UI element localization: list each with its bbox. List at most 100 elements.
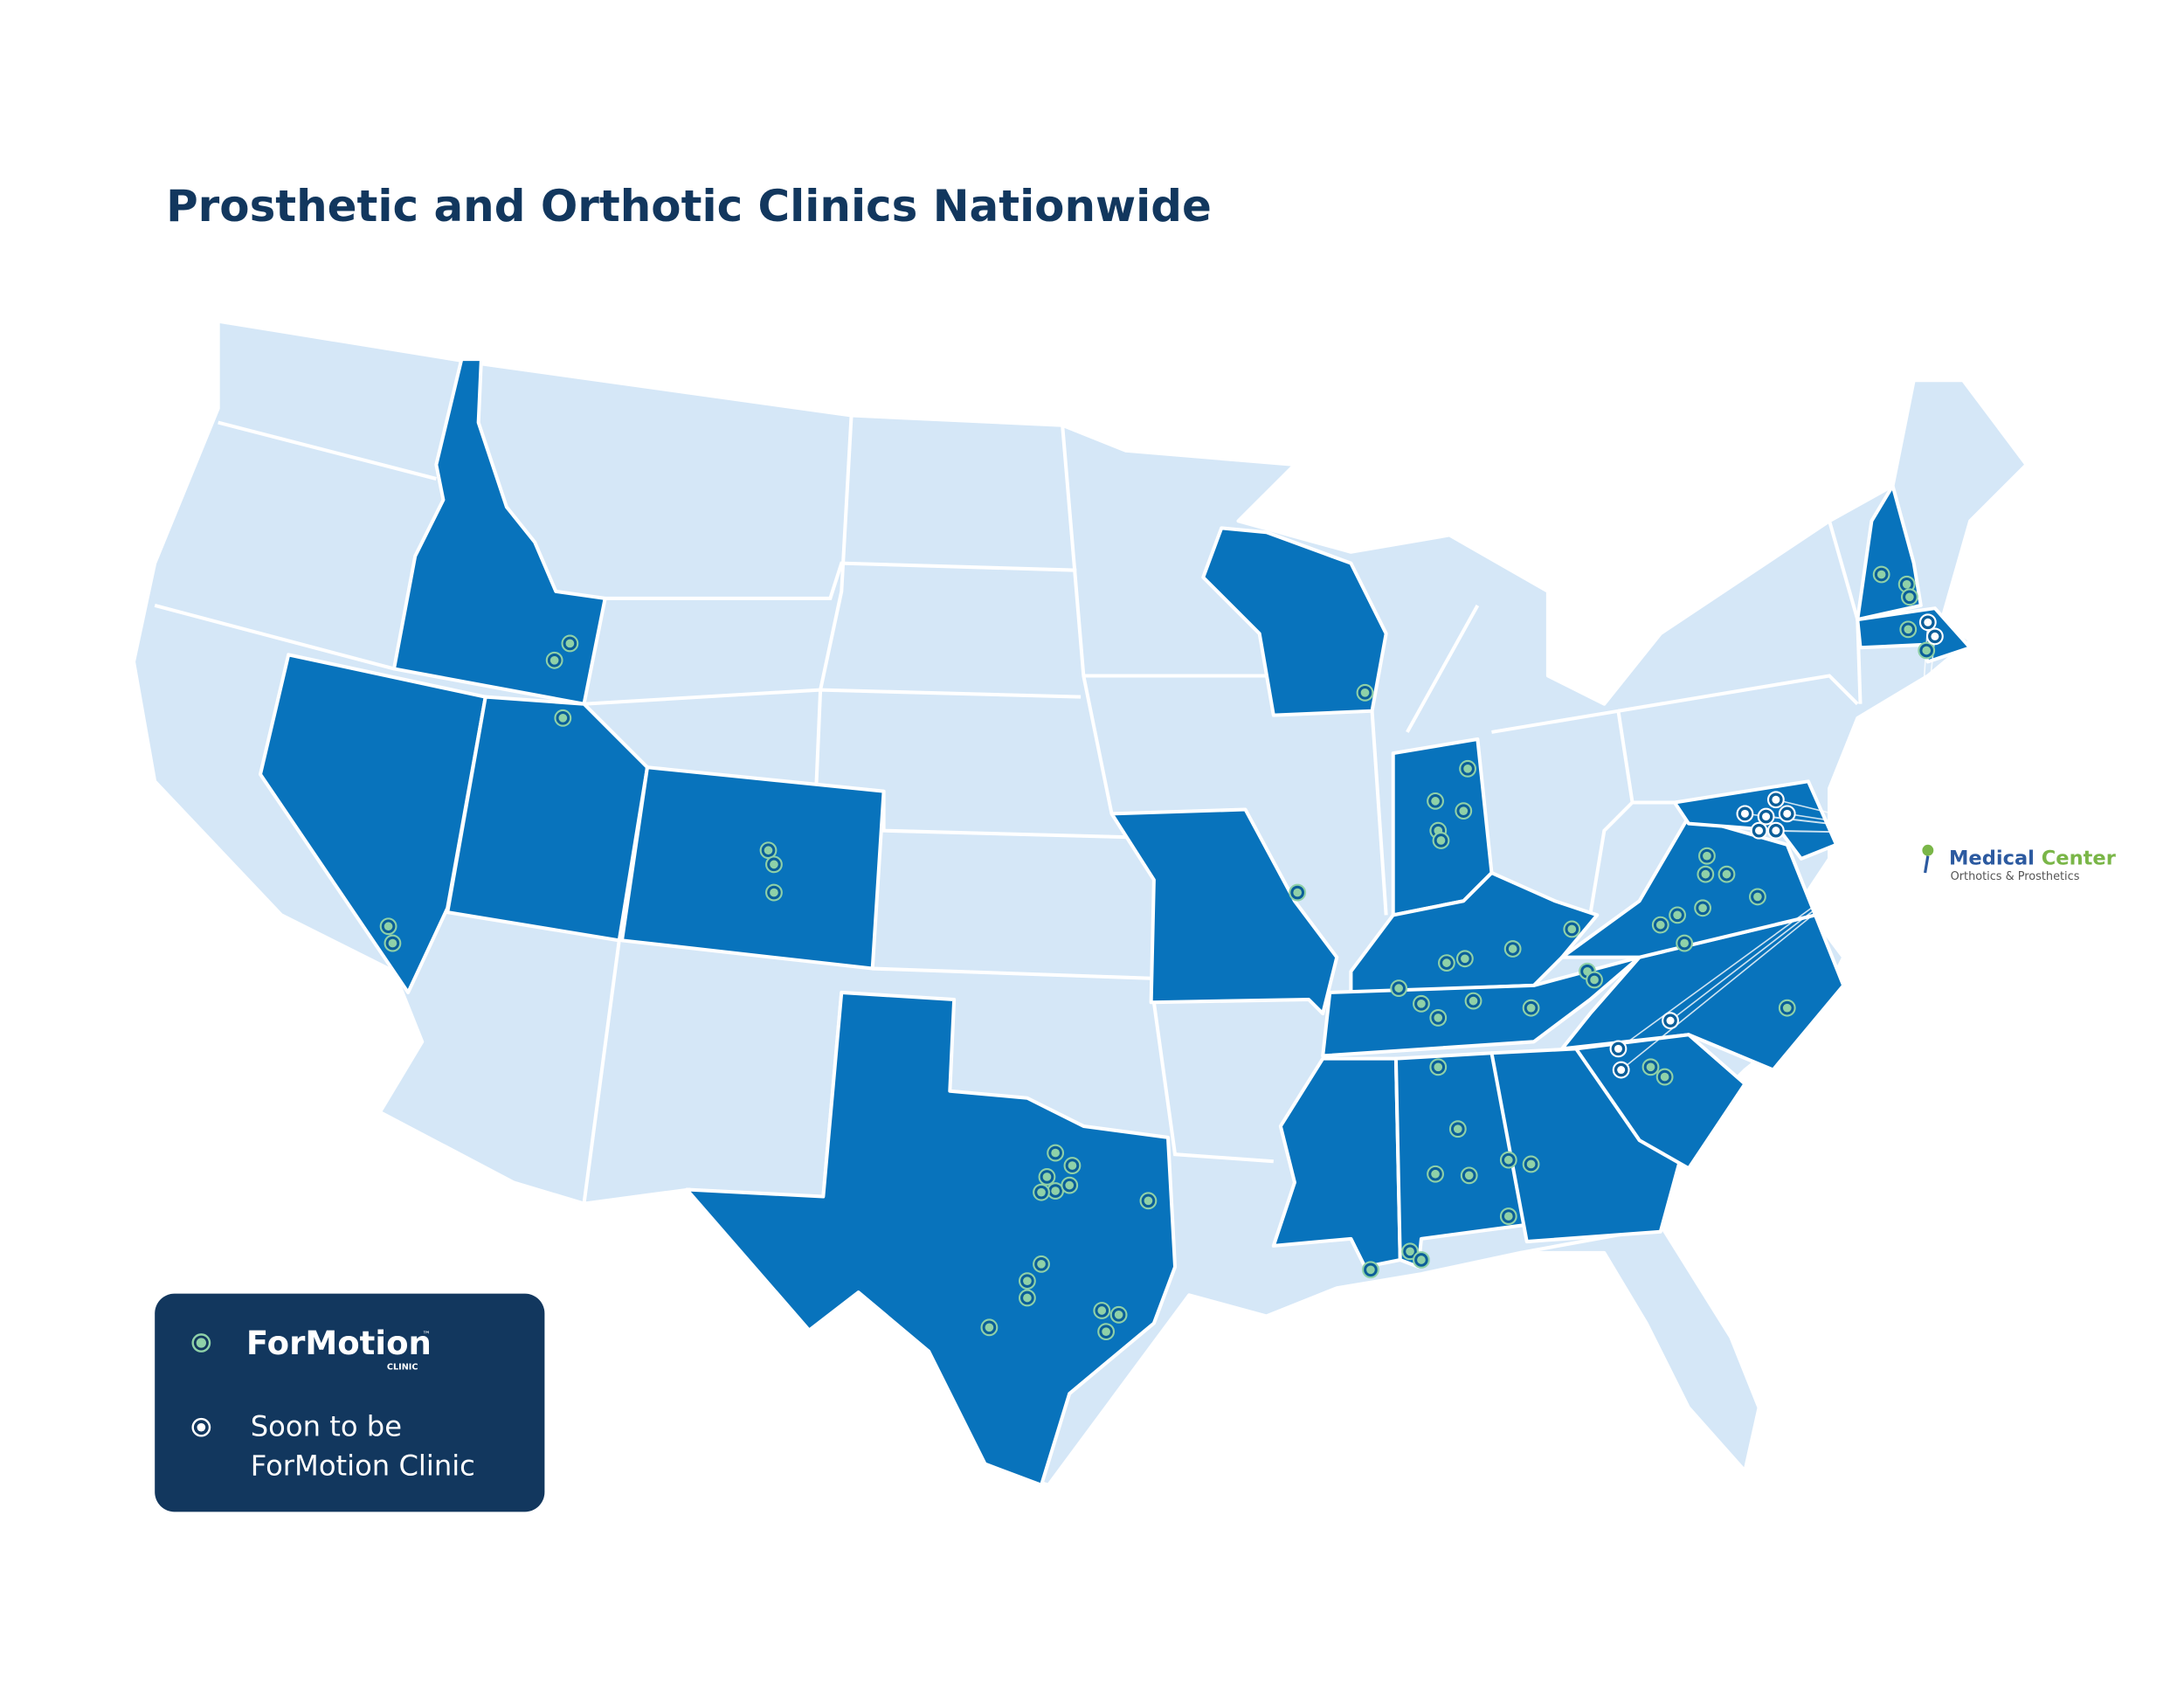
- state-nevada: [258, 653, 487, 994]
- legend-marker-soon: [191, 1417, 211, 1437]
- clinic-marker-core: [1434, 1062, 1443, 1072]
- clinic-marker-core: [770, 860, 778, 869]
- clinic-marker-core: [1042, 1173, 1052, 1181]
- clinic-marker-core: [1037, 1259, 1046, 1269]
- legend-marker-clinic: [196, 1338, 206, 1348]
- clinic-marker-core: [1102, 1327, 1110, 1336]
- clinic-marker-core: [1051, 1148, 1060, 1158]
- clinic-marker-core: [1461, 954, 1469, 964]
- state-tennessee: [1321, 955, 1641, 1058]
- clinic-marker-core: [1037, 1187, 1046, 1197]
- clinic-marker-core: [1431, 797, 1440, 806]
- legend-logo: ForMotion: [246, 1325, 432, 1362]
- clinic-marker-core: [1680, 938, 1689, 948]
- soon-marker-core: [1772, 827, 1780, 835]
- clinic-marker-core: [1464, 1171, 1474, 1180]
- clinic-marker-core: [1394, 984, 1403, 993]
- clinic-marker-core: [388, 938, 397, 948]
- legend-label: Soon to be: [251, 1409, 402, 1442]
- clinic-marker-core: [1469, 996, 1478, 1006]
- clinic-marker-core: [1876, 570, 1886, 579]
- state-colorado: [619, 765, 886, 971]
- legend-logo-tm: ™: [422, 1331, 431, 1340]
- clinic-marker-core: [1459, 806, 1469, 815]
- clinic-marker-core: [1701, 869, 1711, 879]
- soon-marker-core: [1931, 632, 1939, 640]
- clinic-marker-core: [1660, 1072, 1669, 1082]
- legend-marker-soon: [197, 1422, 206, 1432]
- clinic-marker-core: [1442, 958, 1451, 967]
- clinic-marker-core: [1068, 1161, 1077, 1170]
- soon-marker-core: [1783, 809, 1792, 818]
- soon-marker-core: [1924, 618, 1932, 626]
- clinic-marker-core: [1406, 1247, 1414, 1256]
- clinic-marker-core: [1508, 944, 1517, 953]
- clinic-marker-core: [1114, 1310, 1123, 1319]
- clinic-marker-core: [1703, 851, 1711, 861]
- legend-label: ForMotion Clinic: [251, 1449, 475, 1482]
- clinic-marker-core: [985, 1323, 994, 1332]
- legend: ForMotion ™ CLINIC Soon to be ForMotion …: [155, 1293, 545, 1512]
- connector-line: [1775, 829, 1914, 834]
- clinic-marker-core: [1431, 1169, 1440, 1179]
- clinic-marker-core: [565, 639, 575, 648]
- partner-name: Medical Center: [1949, 847, 2117, 869]
- clinic-marker-core: [1646, 1062, 1655, 1072]
- clinic-marker-core: [1782, 1003, 1792, 1013]
- partner-name-2: Center: [2042, 847, 2117, 869]
- soon-marker-core: [1666, 1016, 1675, 1025]
- clinic-marker-core: [1503, 1212, 1513, 1221]
- legend-marker-clinic: [191, 1333, 211, 1352]
- partner-icon: [1922, 844, 1934, 856]
- clinic-marker-core: [1526, 1159, 1536, 1169]
- clinic-marker-core: [764, 846, 773, 855]
- clinic-marker-core: [1417, 999, 1426, 1008]
- soon-marker-core: [1762, 813, 1771, 821]
- clinic-marker-core: [1655, 920, 1665, 930]
- connector-line: [1621, 833, 1915, 1071]
- state-missouri: [1109, 807, 1339, 1016]
- state-idaho: [392, 357, 607, 706]
- soon-marker-core: [1614, 1044, 1622, 1053]
- clinic-marker-core: [1366, 1265, 1375, 1275]
- partner-logo: Medical Center Orthotics & Prosthetics: [1922, 844, 2117, 883]
- clinic-marker-core: [1434, 1013, 1443, 1022]
- soon-marker-core: [1740, 809, 1749, 818]
- clinic-marker-core: [770, 888, 778, 897]
- clinic-marker-core: [1453, 1124, 1462, 1134]
- clinic-marker-core: [1698, 903, 1707, 913]
- clinic-marker-core: [1904, 625, 1913, 634]
- connector-lines: [1617, 622, 1936, 1071]
- clinic-marker-core: [1436, 836, 1446, 845]
- clinic-marker-core: [1526, 1003, 1536, 1013]
- state-virginia: [1560, 814, 1817, 959]
- clinic-marker-core: [1567, 924, 1577, 934]
- clinic-marker-core: [384, 922, 393, 931]
- connector-line: [1787, 813, 1914, 834]
- state-wisconsin: [1201, 526, 1388, 717]
- states: [132, 319, 2028, 1487]
- clinic-marker-core: [1753, 892, 1762, 902]
- clinic-marker-core: [1503, 1155, 1513, 1165]
- connector-line: [1669, 833, 1915, 1021]
- soon-marker-core: [1755, 827, 1764, 835]
- clinic-marker-core: [1463, 764, 1472, 773]
- clinic-marker-core: [1902, 579, 1911, 589]
- clinic-marker-core: [1023, 1276, 1032, 1285]
- clinic-marker-core: [1905, 592, 1914, 602]
- partner-icon: [1924, 855, 1930, 874]
- clinic-marker-core: [1673, 910, 1682, 920]
- partner-tagline: Orthotics & Prosthetics: [1951, 870, 2080, 883]
- partner-name-1: Medical: [1949, 847, 2035, 869]
- clinic-marker-core: [1293, 888, 1303, 897]
- clinic-marker-core: [1722, 869, 1731, 879]
- clinic-markers: [379, 565, 1944, 1341]
- legend-box: [155, 1293, 545, 1512]
- map-title: Prosthetic and Orthotic Clinics Nationwi…: [166, 181, 1212, 232]
- clinic-marker-core: [1922, 646, 1932, 655]
- clinic-marker-core: [1065, 1180, 1075, 1190]
- clinic-marker-core: [1051, 1186, 1060, 1195]
- state-borders: [154, 415, 1863, 1255]
- soon-marker-core: [1772, 795, 1780, 804]
